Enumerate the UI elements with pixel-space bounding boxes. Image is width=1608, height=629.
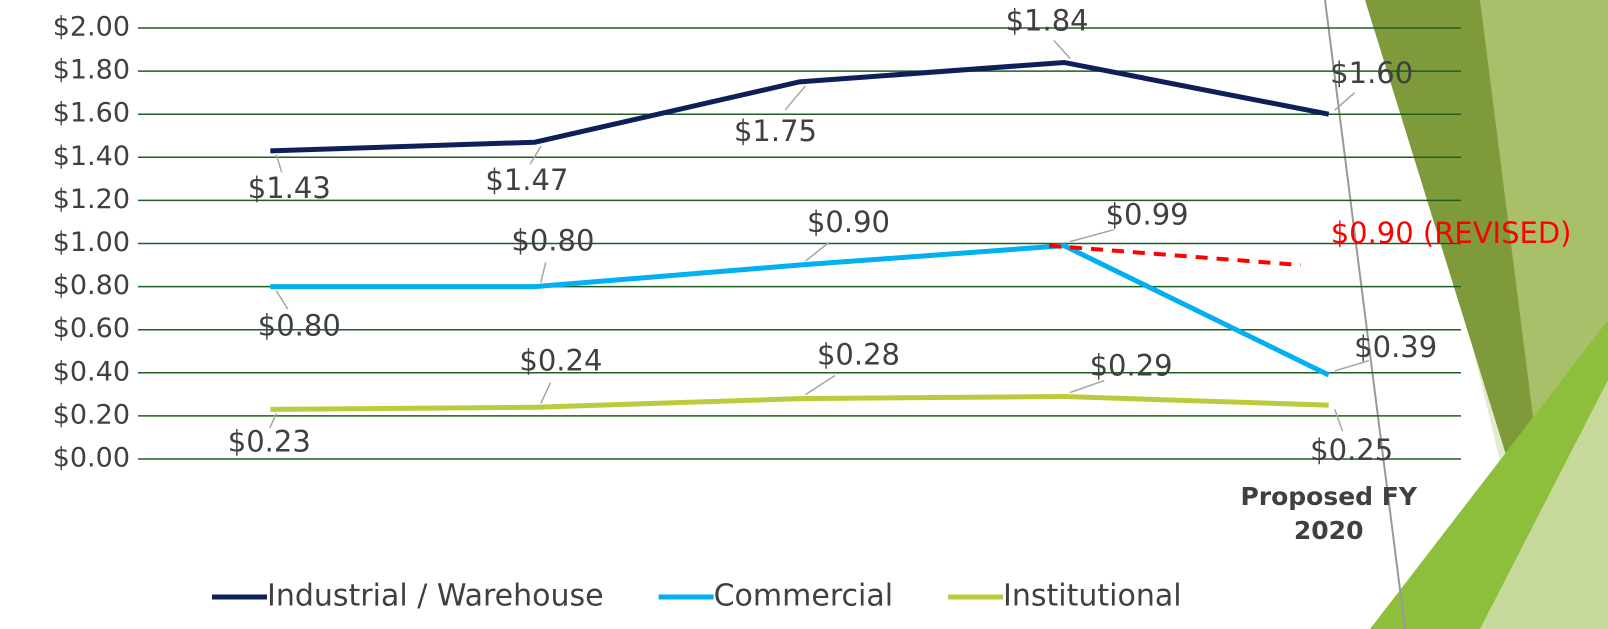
- leader-line: [529, 145, 542, 165]
- data-label: $0.28: [817, 338, 900, 372]
- data-label: $0.39: [1354, 330, 1437, 364]
- leader-line: [275, 154, 283, 173]
- y-tick-label: $0.60: [53, 313, 130, 344]
- series-line: [270, 59, 1330, 154]
- leader-line: [269, 413, 277, 429]
- y-tick-label: $0.20: [53, 399, 130, 430]
- leader-line: [1069, 228, 1115, 243]
- leader-line: [540, 382, 552, 404]
- leader-line: [784, 85, 807, 111]
- data-label: $0.25: [1310, 433, 1393, 467]
- data-label: $1.43: [248, 171, 331, 205]
- y-tick-label: $1.00: [53, 227, 130, 258]
- data-label: $1.47: [485, 163, 568, 197]
- data-label: $0.29: [1090, 349, 1173, 383]
- data-label: $0.23: [228, 424, 311, 458]
- y-tick-label: $0.40: [53, 356, 130, 387]
- leader-line: [1333, 408, 1344, 432]
- legend-label: Commercial: [714, 579, 893, 614]
- y-tick-label: $1.40: [53, 141, 130, 172]
- leader-line: [805, 241, 830, 262]
- data-label: $0.80: [258, 309, 341, 343]
- data-label: $1.60: [1330, 56, 1413, 90]
- leader-line: [1053, 39, 1071, 59]
- legend-label: Institutional: [1003, 579, 1182, 614]
- leader-line: [275, 290, 289, 310]
- revised-line: [1048, 243, 1301, 268]
- data-label: $0.90: [807, 205, 890, 239]
- legend-label: Industrial / Warehouse: [267, 579, 604, 614]
- data-label: $0.99: [1106, 198, 1189, 232]
- y-tick-label: $0.00: [53, 443, 130, 474]
- leader-line: [805, 374, 836, 396]
- leader-line: [1334, 92, 1355, 111]
- leader-line: [1334, 359, 1370, 372]
- y-tick-label: $1.20: [53, 184, 130, 215]
- y-tick-label: $0.80: [53, 270, 130, 301]
- y-tick-label: $2.00: [53, 12, 130, 43]
- leader-line: [1069, 379, 1105, 394]
- data-label: $0.24: [519, 343, 602, 377]
- series-line: [270, 243, 1330, 378]
- leader-line: [540, 262, 547, 283]
- data-label: $1.75: [734, 114, 817, 148]
- data-label: $1.84: [1006, 3, 1089, 37]
- decoration: [1324, 0, 1608, 629]
- revised-label: $0.90 (REVISED): [1331, 216, 1572, 250]
- y-tick-label: $1.80: [53, 55, 130, 86]
- data-label: $0.80: [511, 224, 594, 258]
- y-tick-label: $1.60: [53, 98, 130, 129]
- x-tick-label: Proposed FY 2020: [1240, 482, 1417, 545]
- series-line: [270, 394, 1329, 412]
